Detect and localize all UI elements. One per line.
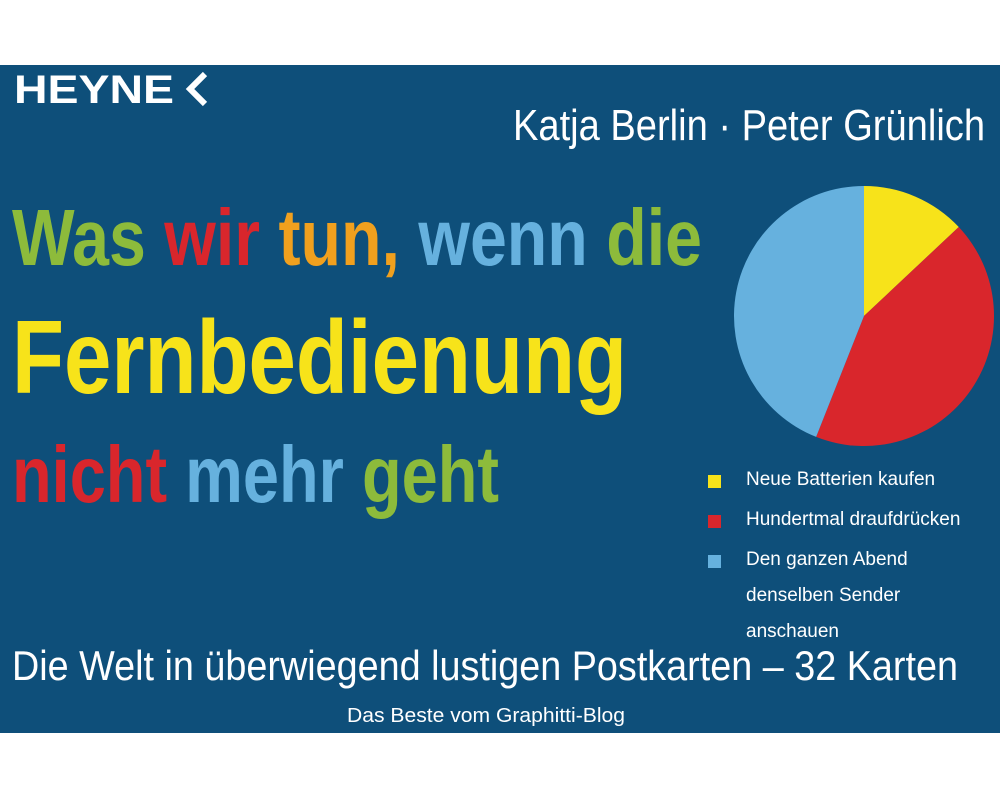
legend-swatch [708,555,721,568]
legend-item: Hundertmal draufdrücken [706,509,996,538]
title-word: Fernbedienung [12,300,627,416]
title-word: nicht [12,430,167,519]
legend-swatch [708,475,721,488]
pie-slice [864,186,959,316]
pie-chart [734,186,995,447]
legend-label: Hundertmal draufdrücken [746,509,961,530]
legend-label: Den ganzen Abend denselben Sender anscha… [746,549,908,642]
title-word: wenn [418,193,588,282]
legend-item: Neue Batterien kaufen [706,469,996,498]
title-line: Was wir tun, wenn die [12,193,702,282]
title-word: die [606,193,702,282]
title-word: Was [12,193,146,282]
authors: Katja Berlin · Peter Grünlich [513,101,985,150]
title: Was wir tun, wenn die Fernbedienung nicht … [12,193,702,519]
legend-label: Neue Batterien kaufen [746,469,936,490]
subtitle: Die Welt in überwiegend lustigen Postkar… [12,642,958,689]
title-word: mehr [185,430,344,519]
legend-item: Den ganzen Abend denselben Sender anscha… [706,549,996,650]
title-line: Fernbedienung [12,300,627,416]
tagline: Das Beste vom Graphitti-Blog [347,705,625,727]
legend: Neue Batterien kaufen Hundertmal draufdrü… [706,469,996,662]
pie-slice [816,227,995,447]
title-word: tun, [278,193,399,282]
pie-slice [734,186,864,437]
title-word: geht [362,430,499,519]
logo-chevron [185,71,208,107]
title-word: wir [163,193,260,282]
title-line: nicht mehr geht [12,430,499,519]
legend-swatch [708,515,721,528]
publisher: HEYNE [14,68,174,112]
